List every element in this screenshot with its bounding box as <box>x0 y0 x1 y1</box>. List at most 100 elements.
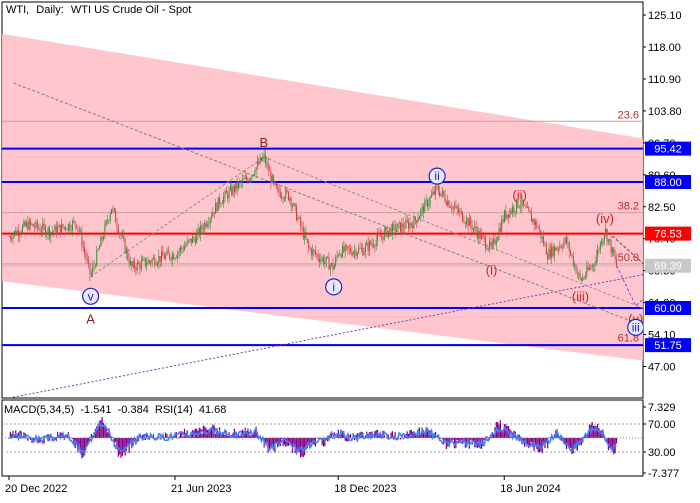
candle-body <box>103 237 104 240</box>
candle-body <box>604 234 605 239</box>
candle-body <box>492 242 493 245</box>
candle-body <box>76 225 77 228</box>
candle-body <box>265 155 266 164</box>
candle-body <box>154 258 155 265</box>
candle-body <box>470 218 471 225</box>
candle-body <box>393 224 394 225</box>
candle-body <box>208 223 209 224</box>
candle-body <box>488 249 489 250</box>
candle-body <box>484 236 485 238</box>
candle-body <box>168 251 169 254</box>
candle-body <box>590 268 591 269</box>
candle-body <box>95 266 96 267</box>
candle-body <box>399 222 400 223</box>
candle-body <box>247 179 248 182</box>
candle-body <box>505 211 506 219</box>
candle-body <box>36 222 37 228</box>
macd-bar <box>165 433 166 438</box>
candle-body <box>582 278 583 281</box>
wave-label: (ii) <box>512 188 526 203</box>
candle-body <box>121 234 122 236</box>
candle-body <box>473 228 474 230</box>
candle-body <box>231 186 232 194</box>
candle-body <box>307 239 308 242</box>
macd-bar <box>354 438 355 440</box>
candle-body <box>262 157 263 161</box>
candle-body <box>377 234 378 240</box>
wave-label: (iv) <box>596 211 614 226</box>
candle-body <box>485 238 486 248</box>
candle-body <box>84 247 85 253</box>
candle-body <box>576 265 577 273</box>
candle-body <box>418 219 419 223</box>
candle-body <box>171 258 172 260</box>
candle-body <box>569 242 570 251</box>
candle-body <box>10 236 11 238</box>
candle-body <box>85 253 86 259</box>
candle-body <box>535 221 536 224</box>
candle-body <box>65 227 66 230</box>
candle-body <box>597 250 598 257</box>
candle-body <box>22 226 23 232</box>
candle-body <box>272 176 273 183</box>
candle-body <box>172 254 173 260</box>
candle-body <box>526 205 527 207</box>
indicator-tick-label: 70.00 <box>648 419 676 431</box>
candle-body <box>546 244 547 254</box>
candle-body <box>337 255 338 257</box>
candle-body <box>268 163 269 171</box>
candle-body <box>18 231 19 236</box>
candle-body <box>513 207 514 212</box>
candle-body <box>23 222 24 226</box>
candle-body <box>468 218 469 226</box>
wave-label-circle <box>683 240 699 256</box>
candle-body <box>592 265 593 268</box>
candle-body <box>34 227 35 228</box>
candle-body <box>277 188 278 189</box>
candle-body <box>550 249 551 258</box>
macd-bar <box>442 438 443 439</box>
candle-body <box>435 186 436 194</box>
wave-label: A <box>86 311 95 326</box>
time-tick-label: 20 Dec 2022 <box>5 483 67 495</box>
candle-body <box>30 221 31 225</box>
candle-body <box>389 228 390 231</box>
price-tick-label: 47.00 <box>648 362 676 374</box>
candle-body <box>580 273 581 278</box>
instrument-label: WTI US Crude Oil - Spot <box>71 4 191 16</box>
candle-body <box>496 241 497 244</box>
macd-bar <box>536 438 537 449</box>
candle-body <box>192 237 193 243</box>
candle-body <box>509 211 510 218</box>
candle-body <box>570 251 571 253</box>
candle-body <box>223 197 224 204</box>
candle-body <box>284 198 285 199</box>
candle-body <box>314 250 315 251</box>
candle-body <box>326 257 327 261</box>
candle-body <box>476 226 477 231</box>
candle-body <box>561 246 562 247</box>
candle-body <box>195 238 196 243</box>
candle-body <box>145 259 146 266</box>
candle-body <box>196 234 197 243</box>
candle-body <box>254 174 255 175</box>
candle-body <box>100 237 101 247</box>
candle-body <box>426 200 427 201</box>
candle-body <box>519 207 520 208</box>
price-tick-label: 118.00 <box>648 42 681 54</box>
candle-body <box>438 186 439 192</box>
candle-body <box>206 223 207 227</box>
candle-body <box>500 228 501 231</box>
candle-body <box>490 242 491 246</box>
candle-body <box>68 224 69 230</box>
candle-body <box>358 248 359 253</box>
candle-body <box>130 261 131 264</box>
candle-body <box>544 244 545 245</box>
candle-body <box>551 246 552 258</box>
candle-body <box>210 218 211 223</box>
candle-body <box>88 260 89 263</box>
candle-body <box>414 217 415 228</box>
candle-body <box>184 247 185 251</box>
macd-bar <box>201 434 202 438</box>
